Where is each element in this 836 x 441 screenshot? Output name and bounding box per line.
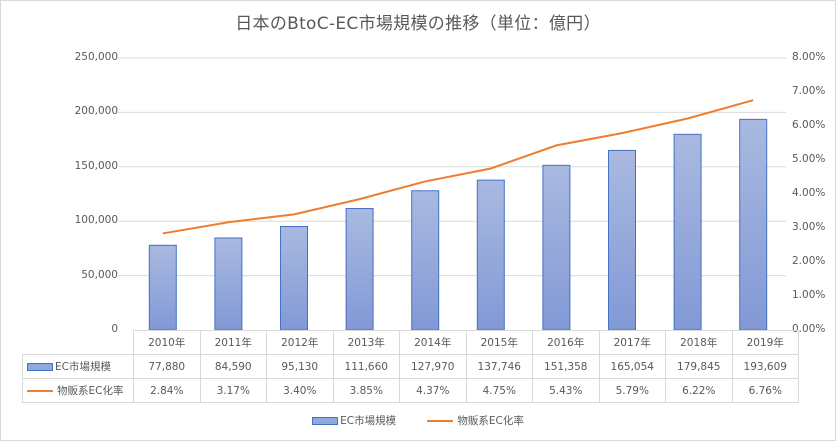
y-tick-right: 2.00% [792,255,826,267]
bar-2012年 [280,225,308,331]
y-tick-left: 150,000 [74,159,118,172]
y-tick-right: 0.00% [792,323,826,335]
bar-swatch-icon [27,363,53,371]
bar-2015年 [476,179,505,331]
table-header-cell: 2014年 [399,330,467,355]
table-cell: 77,880 [133,354,201,379]
table-header-cell: 2017年 [598,330,666,355]
bar-swatch-icon [312,417,339,425]
table-cell: 3.40% [266,378,334,403]
table-cell: 127,970 [399,354,467,379]
y-tick-left: 250,000 [74,51,118,63]
table-cell: 6.22% [665,378,733,403]
table-header-cell: 2012年 [266,330,334,355]
table-cell: 84,590 [199,354,267,379]
row-label: 物販系EC化率 [22,378,134,403]
y-tick-right: 6.00% [792,119,826,131]
legend-item-bar: EC市場規模 [312,413,396,428]
bar-2013年 [345,208,374,331]
table-cell: 5.43% [532,378,600,403]
line-swatch-icon [27,390,53,392]
table-cell: 165,054 [598,354,666,379]
y-tick-right: 8.00% [792,51,826,63]
table-corner [22,330,134,355]
bar-2017年 [608,149,636,331]
data-table: 2010年 2011年 2012年 2013年 2014年 2015年 2016年 2017年… [22,330,799,403]
y-tick-right: 3.00% [792,221,826,233]
y-tick-right: 1.00% [792,289,826,301]
table-cell: 3.85% [332,378,400,403]
table-cell: 5.79% [598,378,666,403]
table-cell: 6.76% [731,378,799,403]
y-tick-left: 200,000 [74,105,118,118]
table-header-cell: 2011年 [199,330,267,355]
table-header-row: 2010年 2011年 2012年 2013年 2014年 2015年 2016年 2017年… [22,330,799,355]
table-cell: 179,845 [665,354,733,379]
chart-title: 日本のBtoC-EC市場規模の推移（単位：億円） [235,14,601,34]
bar-2011年 [214,237,243,331]
table-header-cell: 2013年 [332,330,400,355]
y-tick-right: 4.00% [792,187,826,199]
legend-label-bar: EC市場規模 [340,415,397,427]
y-tick-left: 0 [111,323,118,335]
table-header-cell: 2016年 [532,330,600,355]
table-cell: 193,609 [731,354,799,379]
bar-2014年 [411,190,440,331]
table-cell: 111,660 [332,354,400,379]
row-label: EC市場規模 [22,354,134,379]
table-header-cell: 2010年 [133,330,201,355]
y-tick-right: 5.00% [792,153,826,165]
bar-2019年 [739,118,768,331]
table-cell: 3.17% [199,378,267,403]
legend-item-line: 物販系EC化率 [427,413,524,428]
table-header-cell: 2018年 [665,330,733,355]
bar-2018年 [673,133,702,331]
y-tick-left: 50,000 [81,268,118,281]
bar-2016年 [542,164,571,331]
table-row: 物販系EC化率 2.84% 3.17% 3.40% 3.85% 4.37% 4.75% 5.4… [22,378,799,403]
legend-label-line: 物販系EC化率 [457,415,524,427]
legend: EC市場規模 物販系EC化率 [0,413,836,428]
table-cell: 2.84% [133,378,201,403]
table-header-cell: 2019年 [731,330,799,355]
table-cell: 4.37% [399,378,467,403]
y-tick-left: 100,000 [74,214,118,227]
table-header-cell: 2015年 [465,330,533,355]
table-cell: 95,130 [266,354,334,379]
bar-2010年 [148,244,177,331]
table-cell: 137,746 [465,354,533,379]
y-tick-right: 7.00% [792,85,826,97]
table-cell: 4.75% [465,378,533,403]
table-row: EC市場規模 77,880 84,590 95,130 111,660 127,970 13… [22,354,799,379]
table-cell: 151,358 [532,354,600,379]
line-series [162,99,754,235]
line-swatch-icon [427,420,454,422]
